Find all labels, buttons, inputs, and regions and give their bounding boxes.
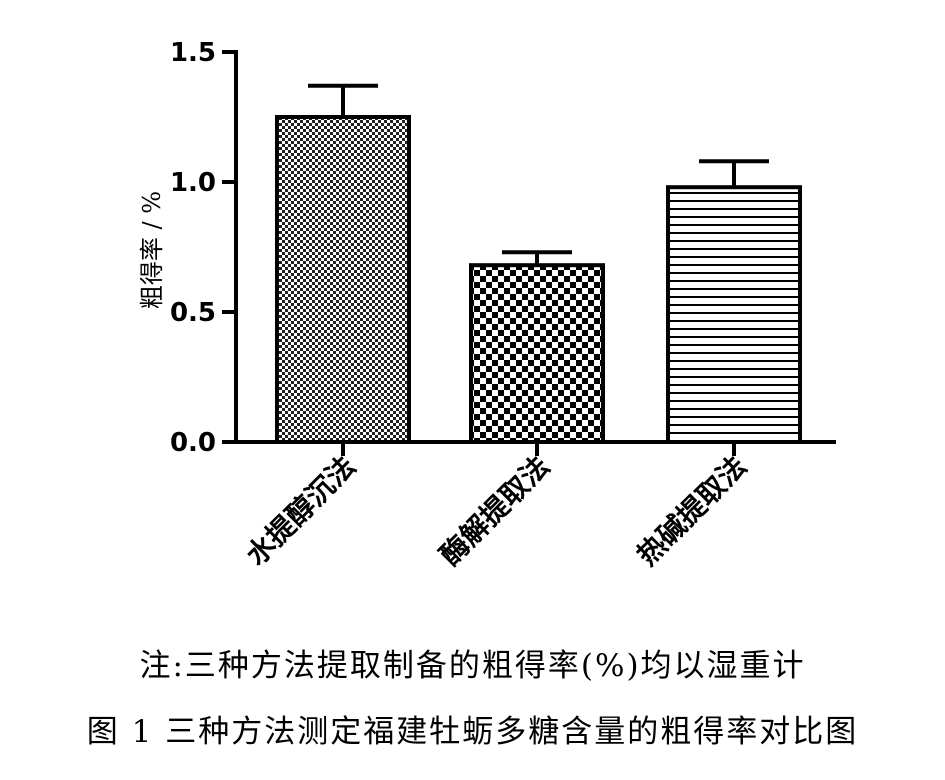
x-category-label: 水提醇沉法 (240, 450, 362, 572)
bar-1 (275, 115, 411, 444)
y-axis-label: 粗得率 / % (138, 191, 166, 309)
y-tick-label: 1.0 (170, 168, 216, 198)
axes-layer (222, 50, 836, 456)
x-category-label: 热碱提取法 (631, 450, 753, 572)
y-tick-label: 1.5 (170, 38, 216, 68)
bar-3 (666, 185, 802, 444)
bar-2 (469, 263, 605, 445)
error-bar-2 (502, 250, 572, 266)
y-tick-label: 0.5 (170, 298, 216, 328)
error-bars-layer (308, 83, 769, 266)
bar-chart: 0.0 0.5 1.0 1.5 水提醇沉法 酶解提取法 热碱提取法 粗得率 / % (138, 38, 836, 572)
labels-layer: 0.0 0.5 1.0 1.5 水提醇沉法 酶解提取法 热碱提取法 粗得率 / % (138, 38, 753, 572)
x-category-label: 酶解提取法 (434, 450, 556, 572)
y-tick-label: 0.0 (170, 428, 216, 458)
bars-layer (275, 115, 802, 445)
error-bar-3 (699, 159, 769, 188)
chart-note: 注:三种方法提取制备的粗得率(%)均以湿重计 (139, 648, 806, 684)
figure-caption: 图 1 三种方法测定福建牡蛎多糖含量的粗得率对比图 (86, 714, 859, 750)
error-bar-1 (308, 83, 378, 117)
